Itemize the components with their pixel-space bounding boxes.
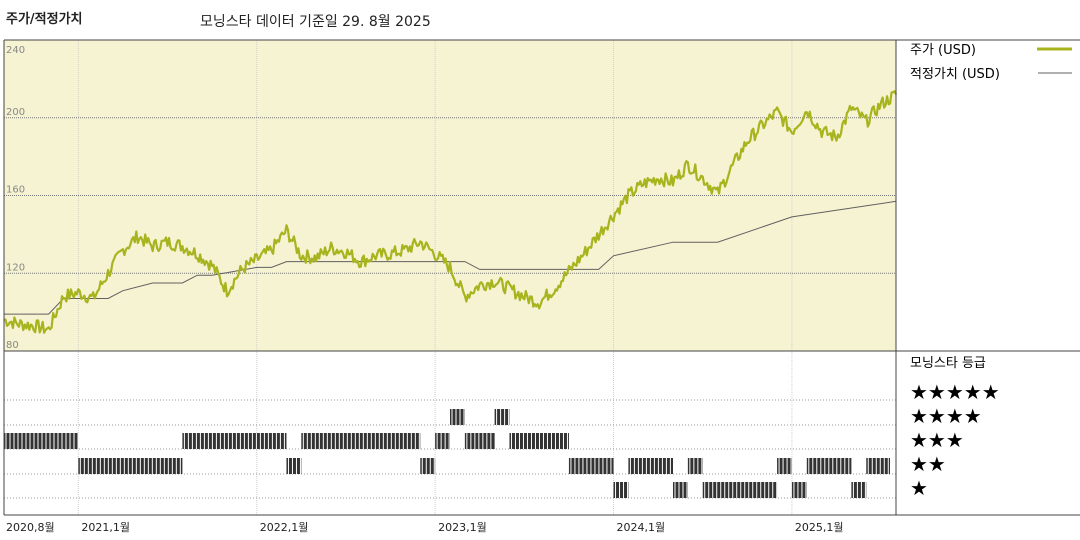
rating-bar-segment — [301, 433, 421, 449]
rating-bar-segment — [866, 458, 890, 474]
x-tick-label: 2023,1월 — [438, 521, 487, 534]
rating-bar-fill — [702, 482, 778, 498]
price-legend-label: 주가 (USD) — [910, 43, 976, 58]
chart-frame — [3, 39, 1080, 516]
rating-bar-fill — [791, 482, 807, 498]
rating-2-stars: ★★ — [910, 452, 946, 476]
rating-bar-segment — [78, 458, 183, 474]
rating-bar-fill — [494, 409, 510, 425]
fair-value-line — [4, 200, 897, 315]
rating-bar-fill — [464, 433, 495, 449]
rating-bar-fill — [613, 482, 629, 498]
x-tick-label: 2022,1월 — [260, 521, 309, 534]
rating-3-stars: ★★★ — [910, 428, 964, 452]
y-tick-label: 120 — [6, 262, 25, 273]
rating-bar-segment — [687, 458, 703, 474]
grid-lines — [4, 40, 896, 515]
rating-bar-fill — [866, 458, 890, 474]
rating-4-stars: ★★★★ — [910, 404, 982, 428]
rating-bar-segment — [182, 433, 287, 449]
data-date-label: 모닝스타 데이터 기준일 29. 8월 2025 — [200, 14, 431, 30]
rating-1-star: ★ — [910, 476, 928, 500]
rating-bar-segment — [851, 482, 867, 498]
rating-bar-segment — [509, 433, 569, 449]
price-line — [3, 90, 897, 334]
rating-bar-segment — [791, 482, 807, 498]
rating-bar-fill — [450, 409, 465, 425]
rating-bar-fill — [673, 482, 688, 498]
rating-bar-fill — [78, 458, 183, 474]
rating-bar-fill — [777, 458, 792, 474]
rating-bar-segment — [494, 409, 510, 425]
rating-bar-fill — [286, 458, 302, 474]
rating-bar-fill — [687, 458, 703, 474]
price-series — [3, 90, 897, 334]
x-tick-label: 2020,8월 — [6, 521, 55, 534]
rating-bar-segment — [450, 409, 465, 425]
rating-bar-segment — [628, 458, 673, 474]
fair-value-legend-label: 적정가치 (USD) — [910, 67, 1000, 82]
rating-bar-fill — [182, 433, 287, 449]
rating-bar-fill — [851, 482, 867, 498]
rating-bar-fill — [435, 433, 450, 449]
rating-bar-segment — [702, 482, 778, 498]
x-tick-label: 2024,1월 — [617, 521, 666, 534]
rating-bar-segment — [435, 433, 450, 449]
y-tick-label: 160 — [6, 185, 25, 196]
x-tick-label: 2025,1월 — [795, 521, 844, 534]
x-tick-labels: 2020,8월 2021,1월 2022,1월 2023,1월 2024,1월 2025,… — [6, 521, 844, 534]
rating-bars — [4, 409, 890, 498]
rating-bar-segment — [286, 458, 302, 474]
y-tick-label: 80 — [6, 340, 19, 351]
fair-value-series — [4, 200, 897, 315]
y-tick-label: 200 — [6, 107, 25, 118]
rating-bar-segment — [420, 458, 436, 474]
rating-bar-segment — [777, 458, 792, 474]
rating-bar-fill — [4, 433, 79, 449]
rating-legend-title: 모닝스타 등급 — [910, 356, 986, 371]
rating-bar-segment — [613, 482, 629, 498]
y-tick-labels: 80 120 160 200 240 — [6, 45, 25, 351]
rating-bar-segment — [568, 458, 614, 474]
rating-bar-segment — [806, 458, 852, 474]
chart-title: 주가/적정가치 — [6, 12, 83, 27]
rating-5-stars: ★★★★★ — [910, 380, 1000, 404]
rating-bar-fill — [420, 458, 436, 474]
y-tick-label: 240 — [6, 45, 25, 56]
rating-bar-segment — [4, 433, 79, 449]
rating-bar-segment — [673, 482, 688, 498]
rating-bar-segment — [464, 433, 495, 449]
x-tick-label: 2021,1월 — [81, 521, 130, 534]
